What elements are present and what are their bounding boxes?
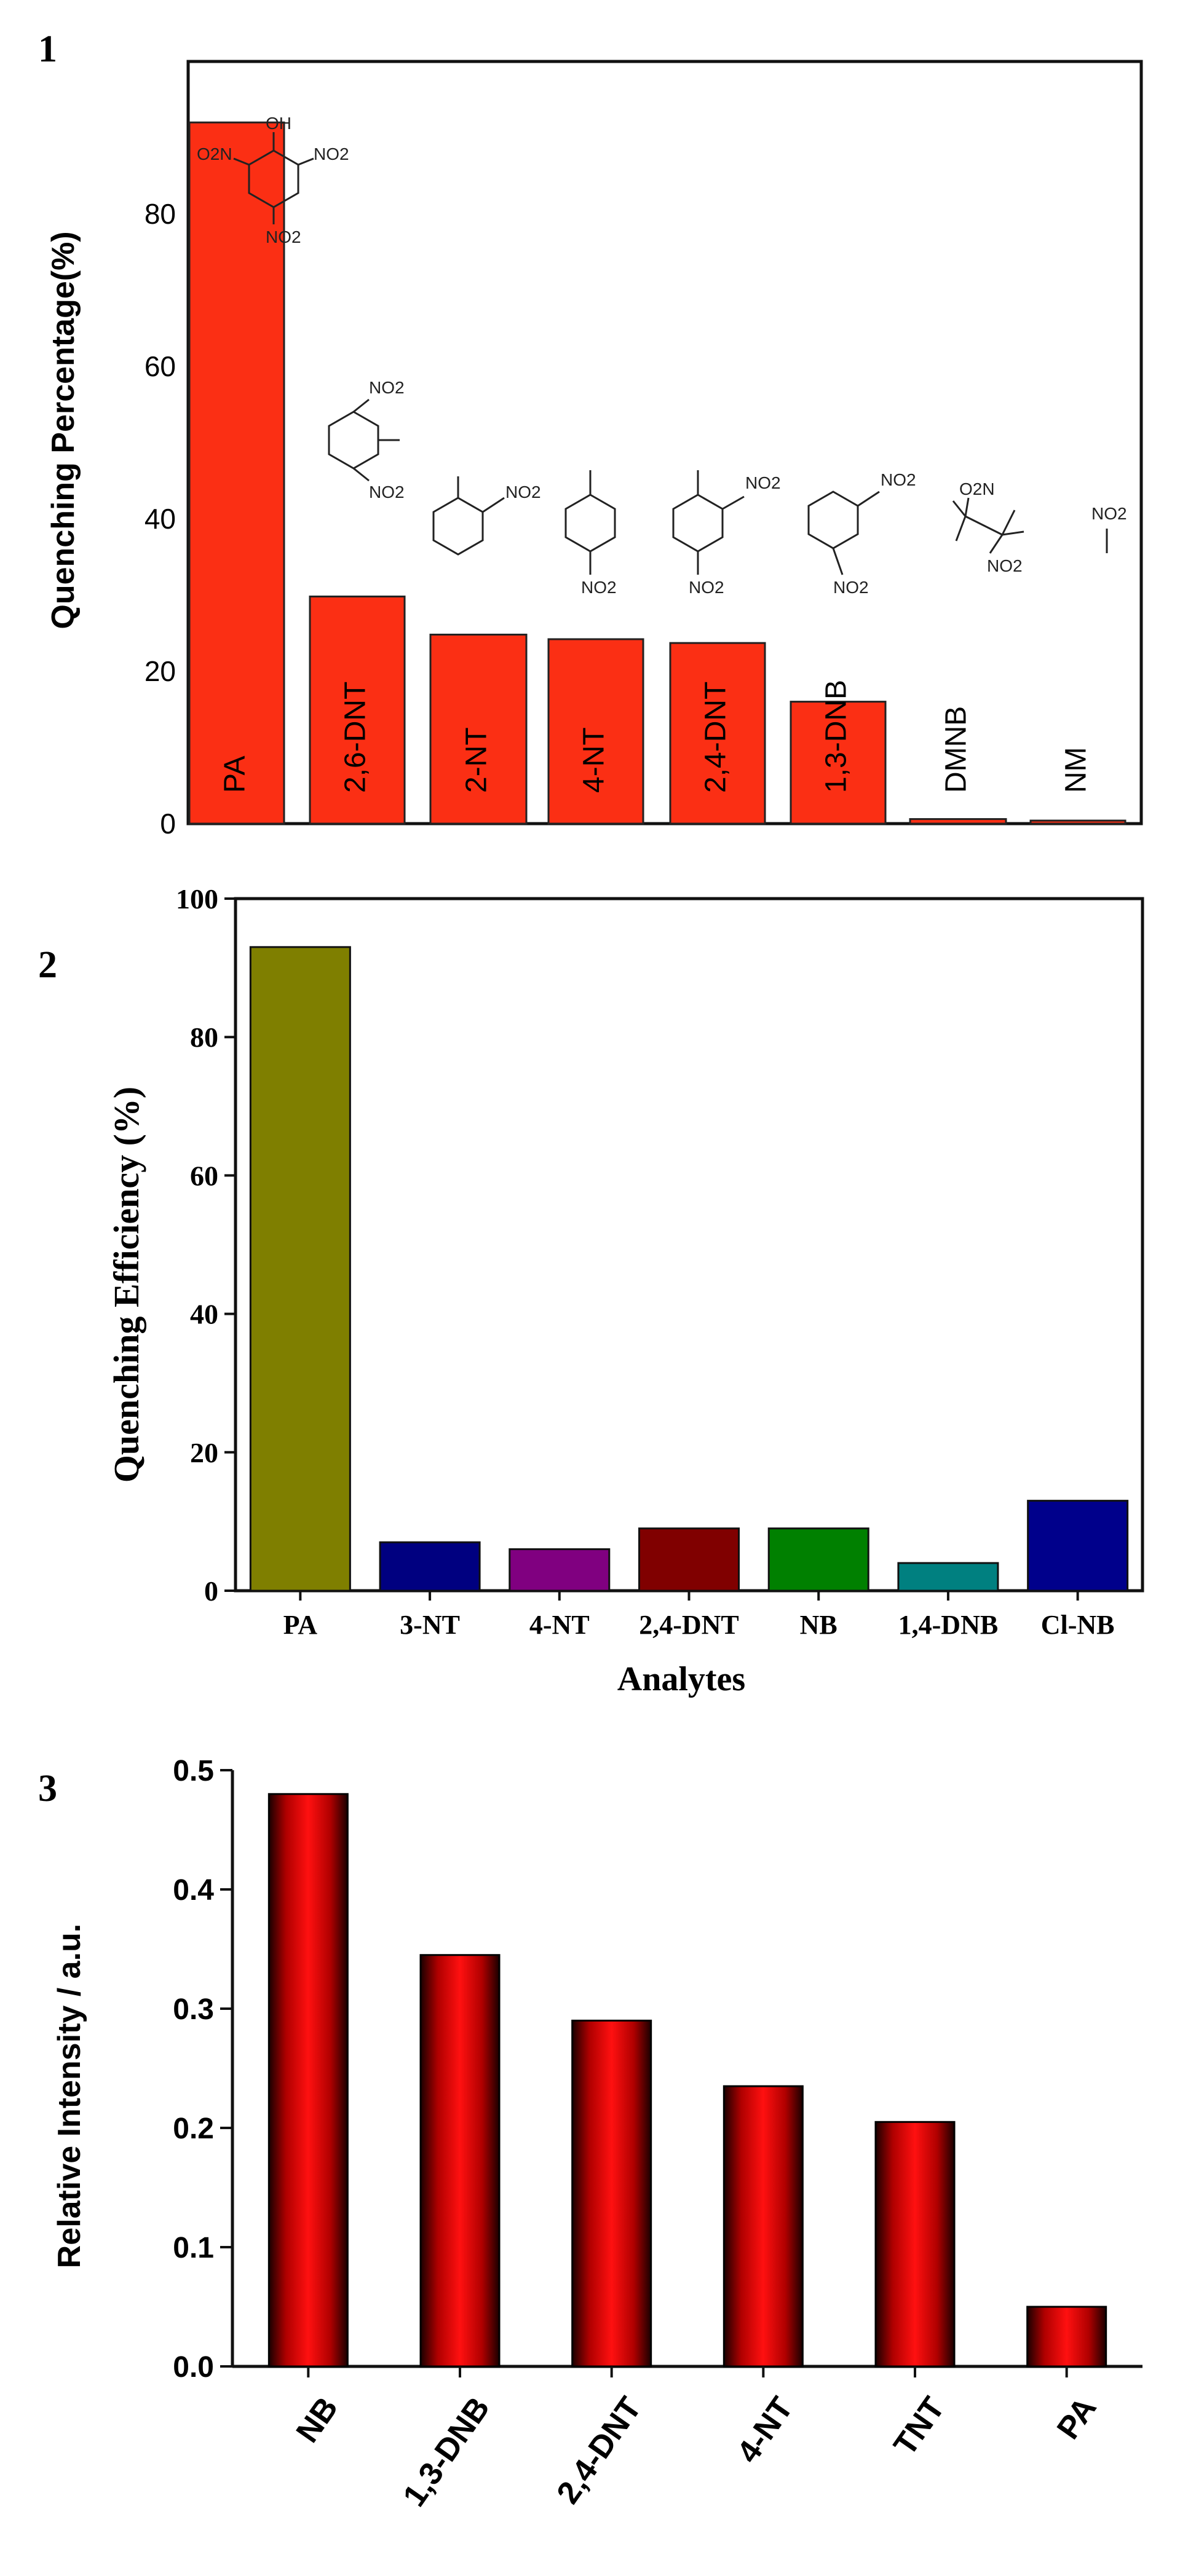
- structure-label: NO2: [581, 578, 617, 597]
- y-tick-label: 0.5: [173, 1755, 214, 1787]
- panel-2-number: 2: [38, 944, 57, 986]
- panel-1: 1 Quenching Percentage(%) 0 20 40 60 80 PA 2,6…: [38, 28, 1143, 840]
- bar-nb: [767, 1527, 869, 1592]
- structure-label: NO2: [689, 578, 724, 597]
- category-label: 2,4-DNT: [550, 2391, 648, 2510]
- panel-2-y-axis-label: Quenching Efficiency (%): [106, 1087, 146, 1483]
- y-tick-label: 20: [145, 655, 176, 687]
- category-label: 2,4-DNT: [639, 1610, 739, 1640]
- structure-26dnt-drawing: [328, 398, 400, 482]
- y-tick-label: 80: [190, 1022, 218, 1053]
- y-tick-label: 0.4: [173, 1874, 214, 1907]
- y-tick-label: 0.3: [173, 1993, 214, 2026]
- bar-4nt: [723, 2085, 804, 2368]
- panel-2-plot: 0 20 40 60 80 100 PA 3-NT 4-NT 2,4-DNT NB 1,4-DNB Cl…: [176, 883, 1144, 1640]
- bar-pa: [249, 946, 351, 1592]
- structure-2nt-drawing: [432, 476, 505, 556]
- panel-3-number: 3: [38, 1768, 57, 1810]
- structure-pa-drawing: [233, 132, 314, 224]
- category-label: 2-NT: [461, 727, 493, 793]
- category-label: 4-NT: [529, 1610, 590, 1640]
- bar-13dnb: [419, 1954, 501, 2368]
- bar-clnb: [1027, 1500, 1129, 1592]
- panel-1-structure-labels: OH O2N NO2 NO2 NO2 NO2 NO2 NO2 NO2 NO2 N…: [197, 114, 1127, 597]
- category-label: 4-NT: [731, 2391, 801, 2470]
- panel-3-plot: 0.0 0.1 0.2 0.3 0.4 0.5 NB 1,3-DNB 2,4-DNT 4-NT TN…: [173, 1755, 1142, 2513]
- structure-label: NO2: [1091, 504, 1127, 523]
- bar-14dnb: [897, 1562, 999, 1592]
- y-tick-label: 0: [160, 808, 176, 840]
- panel-2-frame: [234, 897, 1144, 1593]
- category-label: PA: [1050, 2391, 1104, 2446]
- structure-label: O2N: [959, 479, 995, 498]
- structure-dmnb-drawing: [952, 497, 1024, 554]
- structure-label: NO2: [369, 378, 405, 397]
- bar-tnt: [874, 2121, 956, 2368]
- y-tick-label: 60: [145, 350, 176, 382]
- bar-13dnb: [790, 701, 887, 825]
- category-label: 1,3-DNB: [820, 680, 853, 793]
- bar-nb: [267, 1793, 349, 2368]
- y-tick-label: 0.0: [173, 2351, 214, 2384]
- y-tick-label: 0: [204, 1575, 218, 1607]
- structure-label: NO2: [745, 473, 781, 492]
- bar-pa: [188, 121, 285, 825]
- panel-1-structures: [233, 132, 1108, 575]
- structure-24dnt-drawing: [672, 470, 745, 575]
- panel-1-frame: [186, 60, 1143, 825]
- structure-label: NO2: [314, 144, 349, 163]
- category-label: 4-NT: [578, 727, 611, 793]
- y-tick-label: 40: [145, 503, 176, 535]
- panel-1-y-axis-label: Quenching Percentage(%): [46, 231, 81, 629]
- bar-2nt: [429, 633, 528, 825]
- structure-label: NO2: [369, 483, 405, 502]
- category-label: TNT: [887, 2391, 952, 2462]
- bar-nm: [1029, 819, 1127, 825]
- bar-4nt: [547, 638, 644, 825]
- category-label: 1,3-DNB: [396, 2391, 497, 2513]
- y-tick-label: 100: [176, 883, 218, 915]
- bar-pa: [1026, 2306, 1107, 2368]
- bar-24dnt: [638, 1527, 740, 1592]
- category-label: 2,4-DNT: [700, 682, 732, 793]
- structure-label: O2N: [197, 144, 232, 163]
- category-label: DMNB: [940, 706, 973, 793]
- bar-24dnt: [669, 642, 766, 825]
- y-tick-label: 0.2: [173, 2113, 214, 2145]
- structure-label: NO2: [987, 556, 1023, 575]
- category-label: NM: [1060, 747, 1093, 793]
- bar-24dnt: [571, 2019, 652, 2368]
- structure-13dnb-drawing: [807, 490, 880, 575]
- panel-2-x-axis-label: Analytes: [617, 1660, 745, 1698]
- structure-label: NO2: [505, 483, 541, 502]
- structure-label: NO2: [266, 227, 301, 246]
- panel-1-plot: 0 20 40 60 80 PA 2,6-DNT 2-NT 4-NT 2,4-DNT 1,3-DNB…: [145, 60, 1143, 840]
- category-label: 3-NT: [400, 1610, 460, 1640]
- category-label: 1,4-DNB: [898, 1610, 999, 1640]
- y-tick-label: 60: [190, 1160, 218, 1191]
- y-tick-label: 40: [190, 1299, 218, 1330]
- bar-3nt: [379, 1541, 481, 1592]
- category-label: PA: [219, 756, 251, 793]
- category-label: NB: [290, 2391, 346, 2449]
- y-tick-label: 80: [145, 198, 176, 230]
- panel-1-number: 1: [38, 28, 57, 70]
- structure-label: NO2: [833, 578, 869, 597]
- bar-dmnb: [909, 818, 1007, 825]
- category-label: Cl-NB: [1041, 1610, 1115, 1640]
- panel-3-y-axis-label: Relative Intensity / a.u.: [52, 1924, 87, 2269]
- panel-2: 2 Quenching Efficiency (%) Analytes 0 20 4…: [38, 883, 1144, 1698]
- panel-3: 3 Relative Intensity / a.u. 0.0 0.1 0.2 0.3…: [38, 1755, 1142, 2513]
- y-tick-label: 0.1: [173, 2232, 214, 2264]
- structure-4nt-drawing: [564, 470, 616, 575]
- category-label: 2,6-DNT: [339, 682, 372, 793]
- structure-label: NO2: [881, 470, 916, 489]
- structure-label: OH: [266, 114, 291, 133]
- category-label: PA: [283, 1610, 318, 1640]
- bar-4nt: [509, 1548, 611, 1592]
- category-label: NB: [800, 1610, 837, 1640]
- bar-26dnt: [309, 595, 406, 825]
- y-tick-label: 20: [190, 1437, 218, 1468]
